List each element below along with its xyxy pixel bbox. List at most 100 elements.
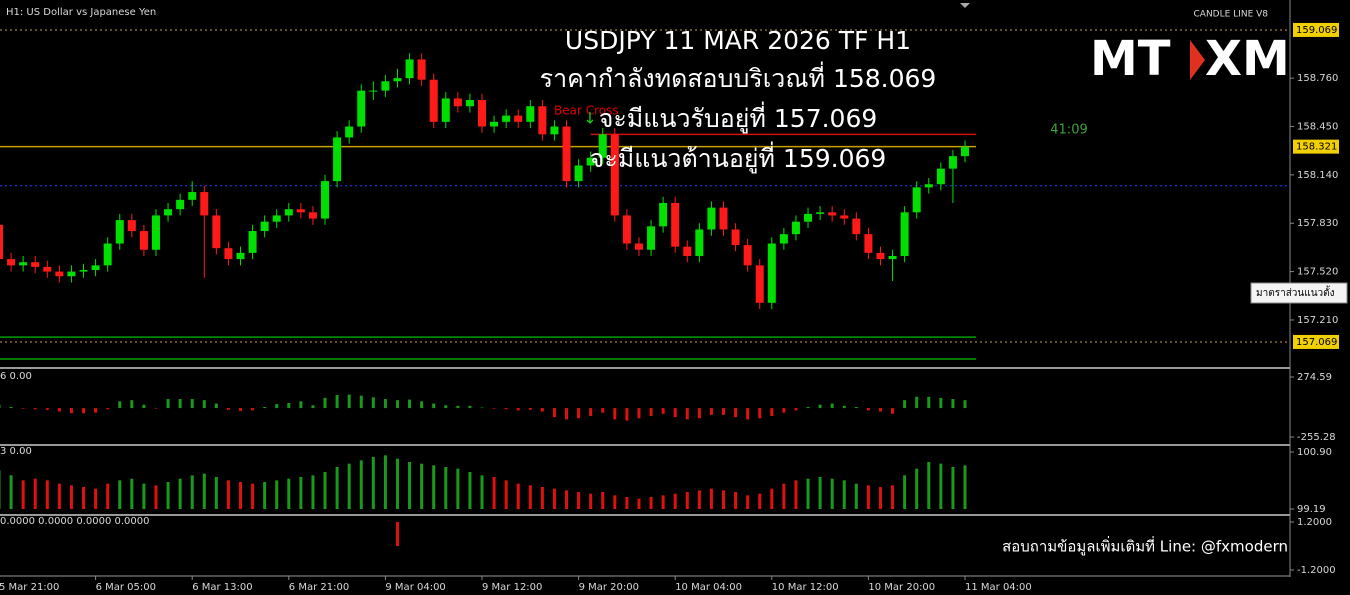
histogram-bar — [565, 490, 569, 509]
histogram-bar — [625, 408, 629, 421]
x-tick-label: 9 Mar 04:00 — [385, 582, 445, 593]
histogram-bar — [166, 482, 170, 509]
histogram-bar — [299, 477, 303, 509]
candle-body — [695, 229, 704, 256]
candle-body — [91, 265, 100, 271]
annotation: Bear Cross — [554, 104, 619, 118]
histogram-bar — [323, 472, 327, 509]
histogram-bar — [758, 493, 762, 509]
histogram-bar — [649, 497, 653, 509]
histogram-bar — [951, 467, 955, 509]
histogram-bar — [468, 472, 472, 509]
candle-body — [876, 252, 885, 260]
histogram-bar — [492, 408, 496, 409]
candle-body — [936, 168, 945, 185]
candle-body — [791, 221, 800, 235]
candle-body — [453, 98, 462, 107]
histogram-bar — [420, 401, 424, 409]
histogram-bar — [842, 480, 846, 509]
candle-body — [948, 156, 957, 169]
candle-body — [743, 245, 752, 266]
histogram-bar — [33, 408, 37, 410]
arrow-icon: ↓ — [583, 109, 596, 128]
histogram-bar — [734, 492, 738, 509]
candle-body — [381, 81, 390, 91]
histogram-bar — [734, 408, 738, 418]
histogram-bar — [408, 399, 412, 409]
candle-body — [647, 226, 656, 250]
histogram-bar — [142, 483, 146, 509]
countdown: 41:09 — [1050, 123, 1087, 138]
candle-body — [804, 213, 813, 222]
overlay-text: ราคากำลังทดสอบบริเวณที่ 158.069 — [540, 61, 937, 93]
histogram-bar — [939, 463, 943, 509]
histogram-bar — [649, 408, 653, 417]
histogram-bar — [782, 408, 786, 413]
histogram-bar — [444, 405, 448, 409]
histogram-bar — [601, 492, 605, 509]
histogram-bar — [432, 465, 436, 509]
y-tick-label: -1.2000 — [1297, 565, 1336, 576]
histogram-bar — [371, 457, 375, 509]
candle-body — [31, 262, 40, 267]
candle-body — [417, 59, 426, 80]
histogram-bar — [21, 480, 25, 509]
pane-label: 0.0000 0.0000 0.0000 0.0000 — [0, 516, 150, 527]
x-tick-label: 6 Mar 05:00 — [96, 582, 156, 593]
histogram-bar — [226, 408, 230, 410]
histogram-bar — [806, 478, 810, 509]
price-mark-label: 158.321 — [1296, 142, 1337, 153]
candle-body — [284, 209, 293, 216]
histogram-bar — [806, 406, 810, 409]
histogram-bar — [263, 482, 267, 509]
candle-body — [67, 271, 76, 277]
histogram-bar — [697, 490, 701, 509]
histogram-bar — [395, 522, 399, 546]
histogram-bar — [854, 406, 858, 409]
histogram-bar — [178, 478, 182, 509]
logo-mt: MT — [1090, 31, 1171, 87]
price-mark-label: 157.069 — [1296, 337, 1337, 348]
histogram-bar — [21, 408, 25, 409]
marks: 5 Mar 21:00 6 Mar 05:00 6 Mar 13:00 6 Mar 2… — [0, 22, 1339, 593]
histogram-bar — [891, 485, 895, 509]
candle-body — [164, 209, 173, 216]
histogram-bar — [275, 404, 279, 409]
logo-xm: XM — [1205, 31, 1290, 87]
histogram-bar — [915, 468, 919, 509]
candle-body — [405, 59, 414, 79]
histogram-bar — [9, 475, 13, 509]
candle-body — [562, 126, 571, 182]
candle-body — [19, 262, 28, 266]
histogram-bar — [142, 404, 146, 409]
histogram-bar — [673, 493, 677, 509]
candle-body — [429, 79, 438, 122]
histogram-bar — [383, 399, 387, 409]
histogram-bar — [106, 483, 110, 509]
histogram-bar — [408, 462, 412, 509]
candle-body — [176, 199, 185, 210]
price-mark-box — [1293, 334, 1339, 349]
candle-body — [586, 157, 595, 166]
histogram-bar — [335, 467, 339, 509]
histogram-bar — [565, 408, 569, 420]
histogram-bar — [577, 492, 581, 509]
x-tick-label: 9 Mar 12:00 — [482, 582, 542, 593]
histogram-bar — [190, 475, 194, 509]
histogram-bar — [854, 483, 858, 509]
histogram-bar — [214, 403, 218, 409]
histogram-bar — [722, 408, 725, 415]
histogram-bar — [516, 408, 520, 411]
candle-body — [900, 212, 909, 256]
histogram-bar — [311, 405, 315, 409]
histogram-bar — [637, 498, 641, 509]
y-tick-label: 1.2000 — [1297, 517, 1332, 528]
x-tick-label: 6 Mar 21:00 — [289, 582, 349, 593]
histogram-bar — [33, 478, 37, 509]
histogram-bar — [69, 485, 73, 509]
histogram-bar — [492, 477, 496, 509]
histogram-bar — [468, 405, 472, 409]
histogram-bar — [782, 483, 786, 509]
histogram-bar — [202, 473, 206, 509]
